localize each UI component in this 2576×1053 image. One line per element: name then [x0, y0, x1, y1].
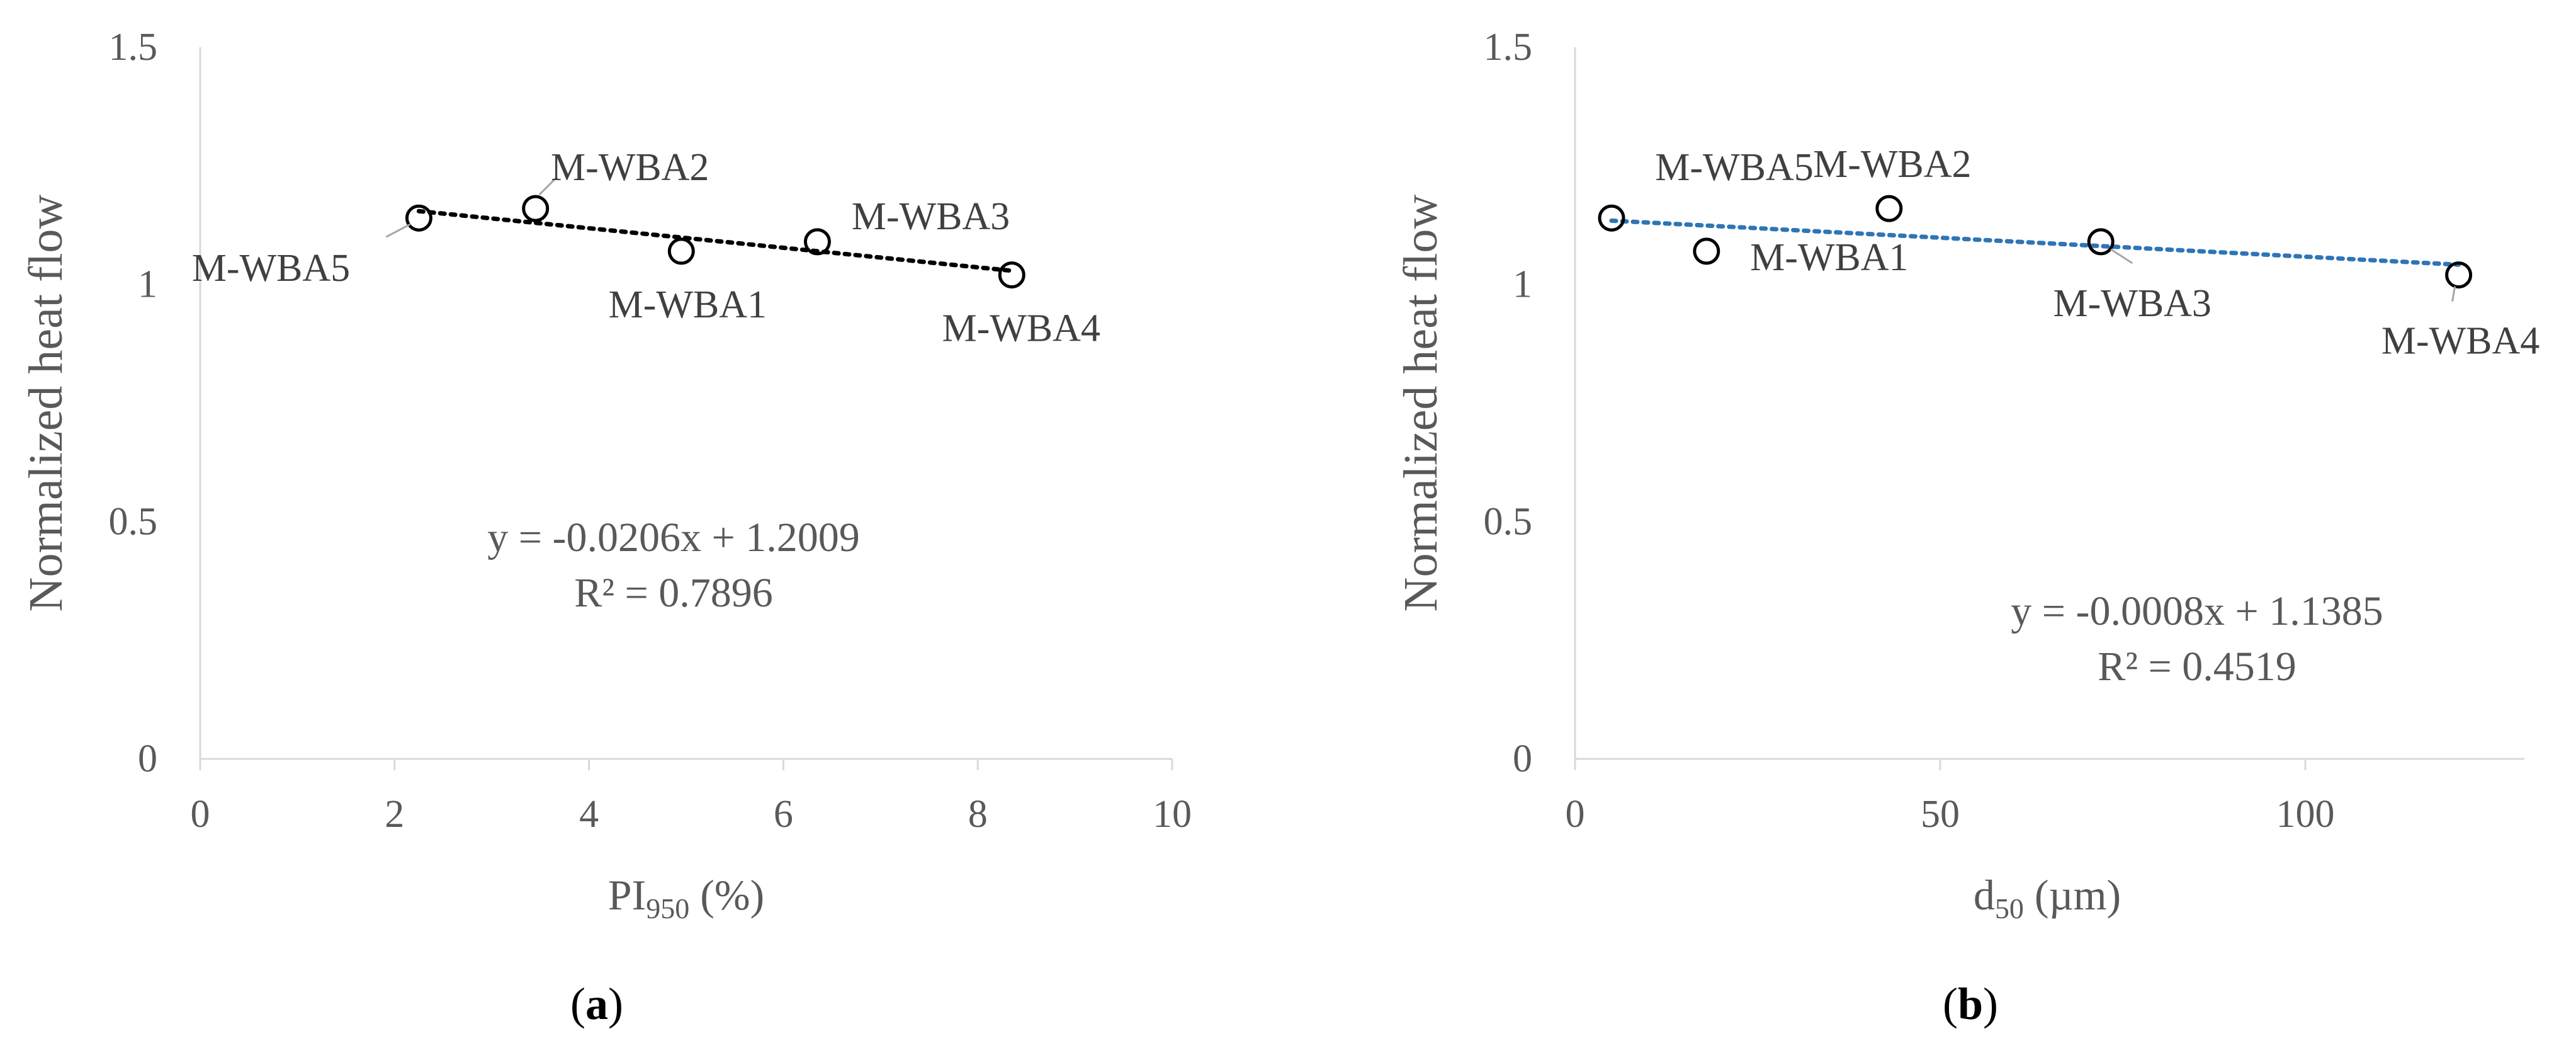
data-point-label: M-WBA2 [1813, 143, 1971, 186]
data-point [2445, 261, 2473, 289]
data-point-label: M-WBA1 [1750, 236, 1908, 279]
y-tick-label: 0.5 [109, 500, 158, 543]
data-point-label: M-WBA1 [609, 283, 767, 326]
y-tick-labels: 0 0.5 1 1.5 [1484, 26, 1533, 780]
chart-panel-a: 00.511.5 0 2 4 6 8 10 M-WBA5M-WBA2M-WBA1M-WBA… [20, 26, 1192, 1029]
x-tick-label: 8 [968, 793, 988, 836]
x-tick-labels: 0 50 100 [1566, 759, 2335, 836]
data-point-label: M-WBA3 [2053, 282, 2211, 325]
x-tick-label: 6 [774, 793, 793, 836]
trendline-equation: y = -0.0008x + 1.1385 [2011, 588, 2383, 634]
x-tick-label: 0 [191, 793, 210, 836]
y-tick-label: 0 [1513, 737, 1532, 780]
data-point-label: M-WBA5 [192, 247, 350, 290]
data-point [2087, 228, 2115, 256]
trendline-r-squared: R² = 0.4519 [2098, 644, 2296, 690]
y-tick-label: 1.5 [109, 26, 158, 69]
data-point [405, 204, 432, 232]
y-axis-label: Normalized heat flow [20, 195, 72, 612]
data-point [803, 228, 831, 256]
x-tick-label: 2 [385, 793, 404, 836]
data-point [667, 237, 695, 265]
x-tick-label: 0 [1566, 793, 1585, 836]
y-tick-label: 1 [138, 263, 157, 306]
y-axis-label: Normalized heat flow [1394, 195, 1447, 612]
y-tick-label: 1 [1513, 263, 1532, 306]
label-leader-line [2451, 286, 2456, 302]
x-tick-label: 50 [1921, 793, 1960, 836]
data-point-label: M-WBA5 [1655, 146, 1813, 189]
point-labels: M-WBA5 M-WBA2 M-WBA1 M-WBA3 M-WBA4 [192, 146, 1100, 350]
y-tick-labels: 0 0.5 1 1.5 [109, 26, 158, 780]
panel-label-b: (b) [1943, 979, 1998, 1029]
data-point [1598, 204, 1625, 232]
label-leader-line [538, 176, 558, 196]
data-point-label: M-WBA4 [2381, 320, 2539, 363]
data-points [1598, 195, 2473, 289]
data-point-label: M-WBA4 [942, 307, 1100, 350]
trendline [416, 208, 1014, 273]
point-labels: M-WBA5 M-WBA1 M-WBA2 M-WBA3 M-WBA4 [1655, 143, 2539, 362]
trendline [1609, 218, 2461, 267]
data-point [1693, 237, 1720, 265]
x-tick-labels: 0 2 4 6 8 10 [191, 759, 1192, 836]
x-tick-label: 4 [579, 793, 599, 836]
trendline-equation: y = -0.0206x + 1.2009 [487, 515, 859, 561]
data-point [1875, 195, 1903, 222]
data-point-label: M-WBA3 [852, 195, 1010, 238]
x-tick-label: 10 [1153, 793, 1192, 836]
label-leader-line [2110, 248, 2133, 265]
y-tick-label: 0.5 [1484, 500, 1533, 543]
data-point-label: M-WBA2 [551, 146, 709, 189]
x-tick-label: 100 [2276, 793, 2335, 836]
label-leader-lines [2110, 248, 2456, 302]
x-axis-label: d50 (µm) [1974, 871, 2121, 925]
trendline-r-squared: R² = 0.7896 [574, 570, 773, 616]
panel-label-a: (a) [570, 979, 623, 1029]
x-axis-label: PI950 (%) [608, 871, 764, 925]
data-point [998, 261, 1025, 289]
data-points [405, 195, 1025, 289]
y-tick-label: 0 [138, 737, 157, 780]
label-leader-line [385, 223, 411, 238]
y-tick-label: 1.5 [1484, 26, 1533, 69]
data-point [522, 195, 550, 222]
chart-panel-b: 0 0.5 1 1.5 0 50 100 M-WBA5 M-WBA1 M-WBA2 M-WBA3… [1394, 26, 2539, 1029]
label-leader-lines [385, 176, 558, 238]
